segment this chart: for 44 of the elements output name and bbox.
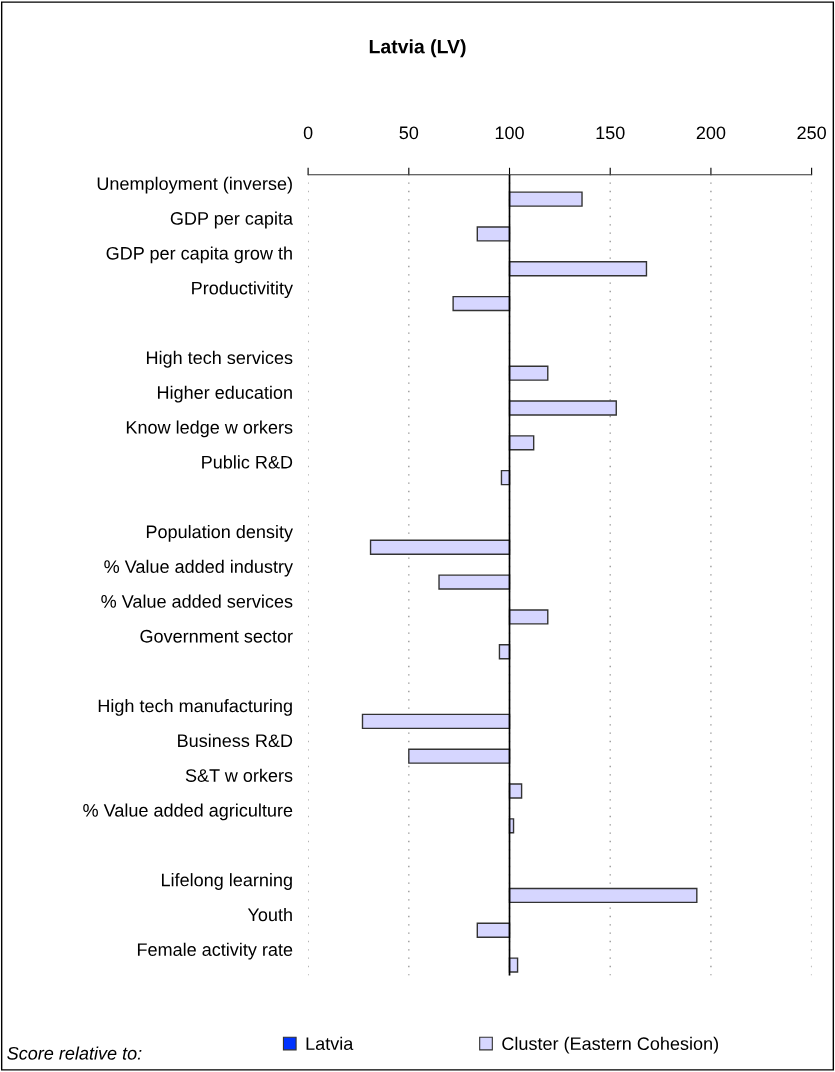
y-tick-label: Lifelong learning <box>161 873 292 890</box>
y-tick-label: Female activity rate <box>137 942 293 960</box>
bar <box>476 226 511 242</box>
y-tick-label: GDP per capita <box>170 211 294 229</box>
bar <box>508 400 617 416</box>
bar <box>361 713 511 730</box>
y-tick-label: Youth <box>247 907 292 922</box>
bar <box>508 887 698 904</box>
y-tick-label: Public R&D <box>202 455 293 469</box>
legend-label: Latvia <box>306 1036 354 1051</box>
bar <box>408 748 511 764</box>
bar <box>508 191 583 207</box>
y-tick-label: Government sector <box>140 629 293 643</box>
y-tick-label: Unemployment (inverse) <box>97 176 292 194</box>
y-tick-label: Population density <box>146 524 293 542</box>
y-tick-label: % Value added industry <box>104 559 293 577</box>
y-tick-label: Productivitity <box>192 281 293 299</box>
y-tick-label: % Value added agriculture <box>83 803 293 821</box>
y-tick-label: S&T w orkers <box>185 768 293 782</box>
bar <box>508 261 648 277</box>
bar <box>508 609 549 625</box>
y-tick-label: High tech manufacturing <box>98 699 292 716</box>
x-tick-label: 100 <box>495 126 524 140</box>
x-tick-label: 250 <box>797 126 826 140</box>
y-tick-label: % Value added services <box>101 594 293 608</box>
x-tick-label: 0 <box>303 126 313 140</box>
legend-title: Score relative to: <box>7 1046 142 1060</box>
bar <box>476 922 511 938</box>
bar <box>438 574 511 590</box>
chart-title: Latvia (LV) <box>369 39 466 58</box>
bar <box>508 435 535 451</box>
bar <box>452 295 511 312</box>
y-tick-label: High tech services <box>146 350 293 368</box>
bar <box>508 783 523 799</box>
x-tick-label: 50 <box>399 126 419 140</box>
legend-label: Cluster (Eastern Cohesion) <box>502 1036 718 1054</box>
bar <box>369 539 511 555</box>
x-tick-label: 200 <box>696 126 726 140</box>
y-tick-label: GDP per capita grow th <box>106 246 292 264</box>
y-tick-label: Higher education <box>157 385 292 403</box>
y-tick-label: Business R&D <box>178 733 293 748</box>
y-tick-label: Know ledge w orkers <box>126 420 293 438</box>
x-tick-label: 150 <box>596 126 625 140</box>
bar <box>508 365 549 381</box>
